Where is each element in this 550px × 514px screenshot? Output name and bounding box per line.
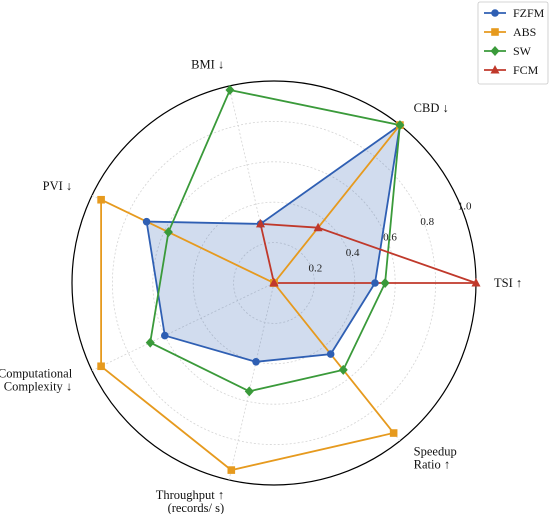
axis-label: Throughput ↑ (records/ s) — [156, 488, 224, 514]
data-point-sw — [244, 386, 254, 397]
axis-label-line: BMI ↓ — [191, 58, 224, 72]
radial-ticks: 0.2 0.4 0.6 0.8 1.0 — [308, 201, 472, 275]
data-point-fcm — [471, 278, 481, 287]
data-point-sw — [145, 337, 155, 348]
r-tick-label: 0.8 — [420, 216, 434, 228]
grid-spoke — [228, 282, 275, 481]
axis-labels: TSI ↑ CBD ↓ BMI ↓ PVI ↓ Computational Complex… — [0, 58, 522, 514]
data-point-abs — [389, 429, 398, 437]
legend-label-fzfm: FZFM — [513, 6, 545, 20]
axis-label: BMI ↓ — [191, 58, 224, 72]
grid-spoke — [91, 282, 275, 372]
data-point-fzfm — [252, 357, 260, 366]
legend-marker-fcm — [490, 65, 500, 74]
axis-label-line: CBD ↓ — [414, 101, 449, 115]
axis-label-line: Throughput ↑ — [156, 488, 224, 502]
series-area-fzfm — [146, 125, 400, 362]
series-line-abs — [100, 124, 401, 472]
axis-label-line: Ratio ↑ — [414, 458, 450, 472]
data-point-sw — [225, 85, 235, 96]
axis-label-line: Computational — [0, 367, 73, 381]
r-tick-label: 1.0 — [458, 201, 472, 213]
series-fill — [146, 125, 400, 362]
legend-box — [477, 1, 549, 85]
axis-label-line: TSI ↑ — [494, 276, 522, 290]
axis-label: Computational Complexity ↓ — [0, 367, 73, 394]
axis-label: Speedup Ratio ↑ — [414, 445, 457, 472]
data-point-fcm — [256, 218, 266, 228]
axis-label-line: Complexity ↓ — [4, 380, 72, 394]
data-point-sw — [338, 364, 348, 375]
legend-marker-sw — [490, 46, 500, 56]
data-point-sw — [380, 278, 390, 288]
data-point-fcm — [269, 278, 279, 287]
data-point-abs — [97, 362, 105, 371]
legend-label-abs: ABS — [513, 25, 536, 39]
data-point-abs — [227, 466, 236, 474]
axis-label: TSI ↑ — [494, 276, 522, 290]
r-tick-label: 0.4 — [346, 247, 360, 259]
data-point-fzfm — [371, 279, 379, 287]
data-point-fzfm — [326, 350, 335, 358]
data-point-sw — [163, 227, 173, 238]
legend-marker-fzfm — [491, 9, 499, 17]
legend-label-sw: SW — [513, 44, 532, 58]
r-tick-label: 0.2 — [308, 263, 322, 275]
axis-label: CBD ↓ — [414, 101, 449, 115]
axis-label-line: PVI ↓ — [43, 179, 73, 193]
data-point-sw — [395, 120, 405, 131]
axis-label: PVI ↓ — [43, 179, 73, 193]
series-line-sw — [149, 88, 401, 393]
legend: FZFM ABS SW FCM — [477, 1, 549, 85]
series-line-fzfm — [145, 123, 402, 363]
data-point-fzfm — [161, 331, 169, 340]
legend-marker-abs — [491, 28, 499, 36]
axis-label-line: (records/ s) — [168, 501, 225, 514]
axis-label-line: Speedup — [414, 445, 457, 459]
r-tick-label: 0.6 — [383, 232, 397, 244]
data-point-abs — [97, 195, 105, 204]
data-point-fcm — [313, 222, 323, 232]
legend-label-fcm: FCM — [513, 63, 539, 77]
data-point-fzfm — [142, 217, 151, 226]
series-markers — [97, 85, 481, 474]
